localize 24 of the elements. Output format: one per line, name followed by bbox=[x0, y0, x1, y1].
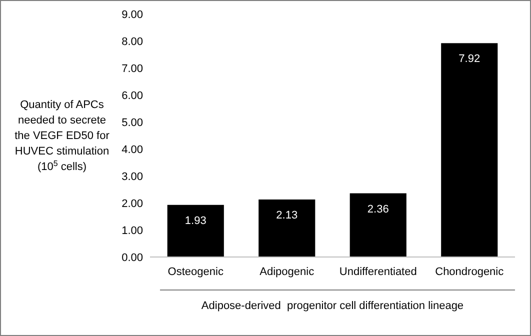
bar bbox=[258, 199, 316, 257]
y-tick-label: 4.00 bbox=[122, 144, 143, 156]
bar bbox=[441, 43, 498, 257]
y-tick-label: 0.00 bbox=[122, 252, 143, 264]
x-tick-label: Undifferentiated bbox=[339, 266, 417, 278]
y-tick-label: 1.00 bbox=[122, 224, 143, 237]
y-tick-label: 2.00 bbox=[122, 198, 143, 210]
bar bbox=[350, 193, 406, 257]
x-tick-label: Adipogenic bbox=[260, 266, 315, 278]
x-axis-title: Adipose-derived progenitor cell differentiation lineage bbox=[201, 300, 464, 312]
data-label: 2.13 bbox=[276, 209, 298, 222]
y-tick-label: 5.00 bbox=[122, 116, 143, 129]
bar bbox=[167, 204, 224, 257]
data-label: 1.93 bbox=[184, 214, 206, 227]
y-tick-label: 9.00 bbox=[122, 8, 143, 21]
y-tick-label: 7.00 bbox=[122, 62, 143, 75]
data-label: 7.92 bbox=[458, 53, 480, 66]
x-tick-label: Osteogenic bbox=[168, 266, 224, 278]
data-label: 2.36 bbox=[367, 203, 389, 216]
y-tick-label: 8.00 bbox=[122, 36, 143, 48]
x-tick-label: Chondrogenic bbox=[435, 266, 504, 278]
y-axis-title: Quantity of APCs needed to secrete the VEGF ED50 for HUVEC stimulation (10$^{5}$ cells) bbox=[14, 99, 110, 173]
y-tick-label: 3.00 bbox=[122, 170, 143, 183]
y-tick-label: 6.00 bbox=[122, 90, 143, 102]
